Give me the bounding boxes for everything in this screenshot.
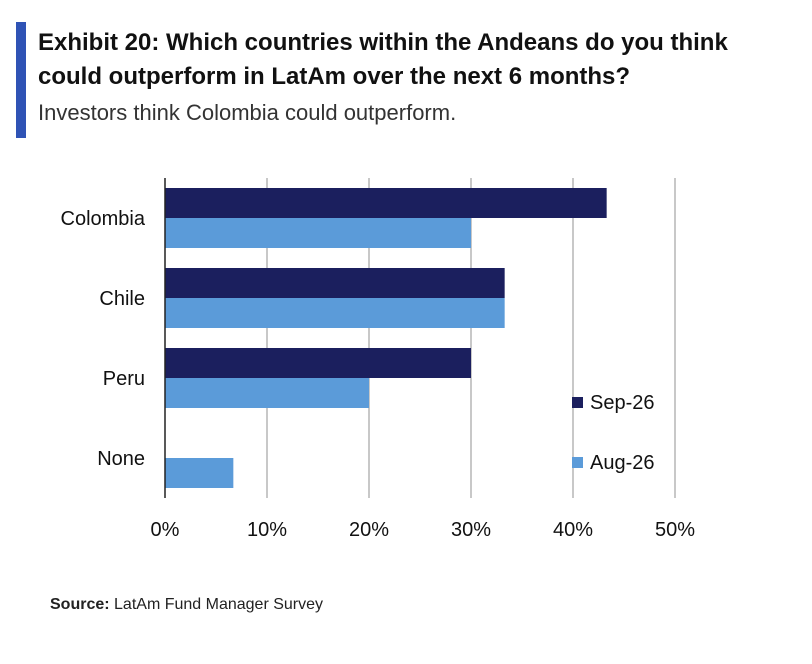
bar-chile-aug-26: [165, 298, 505, 328]
x-tick-label-50: 50%: [655, 519, 695, 541]
legend-swatch-aug-26: [572, 457, 583, 468]
category-label-colombia: Colombia: [61, 208, 146, 230]
legend-swatch-sep-26: [572, 397, 583, 408]
x-tick-label-0: 0%: [151, 519, 180, 541]
title-accent-bar: [16, 22, 26, 138]
source-text: LatAm Fund Manager Survey: [114, 596, 324, 613]
chart-subtitle: Investors think Colombia could outperfor…: [38, 100, 457, 125]
bar-colombia-sep-26: [165, 188, 607, 218]
source-label: Source:: [50, 596, 110, 613]
bar-peru-aug-26: [165, 378, 369, 408]
bar-colombia-aug-26: [165, 218, 471, 248]
bar-none-aug-26: [165, 458, 234, 488]
legend-label-sep-26: Sep-26: [590, 392, 655, 414]
bar-chile-sep-26: [165, 268, 505, 298]
source-note: Source: LatAm Fund Manager Survey: [50, 596, 323, 614]
category-label-chile: Chile: [99, 288, 145, 310]
x-tick-label-10: 10%: [247, 519, 287, 541]
category-label-peru: Peru: [103, 368, 145, 390]
x-tick-label-30: 30%: [451, 519, 491, 541]
x-tick-label-40: 40%: [553, 519, 593, 541]
category-label-none: None: [97, 448, 145, 470]
legend-label-aug-26: Aug-26: [590, 452, 655, 474]
chart-title: Exhibit 20: Which countries within the A…: [38, 29, 728, 90]
x-tick-label-20: 20%: [349, 519, 389, 541]
bar-peru-sep-26: [165, 348, 471, 378]
